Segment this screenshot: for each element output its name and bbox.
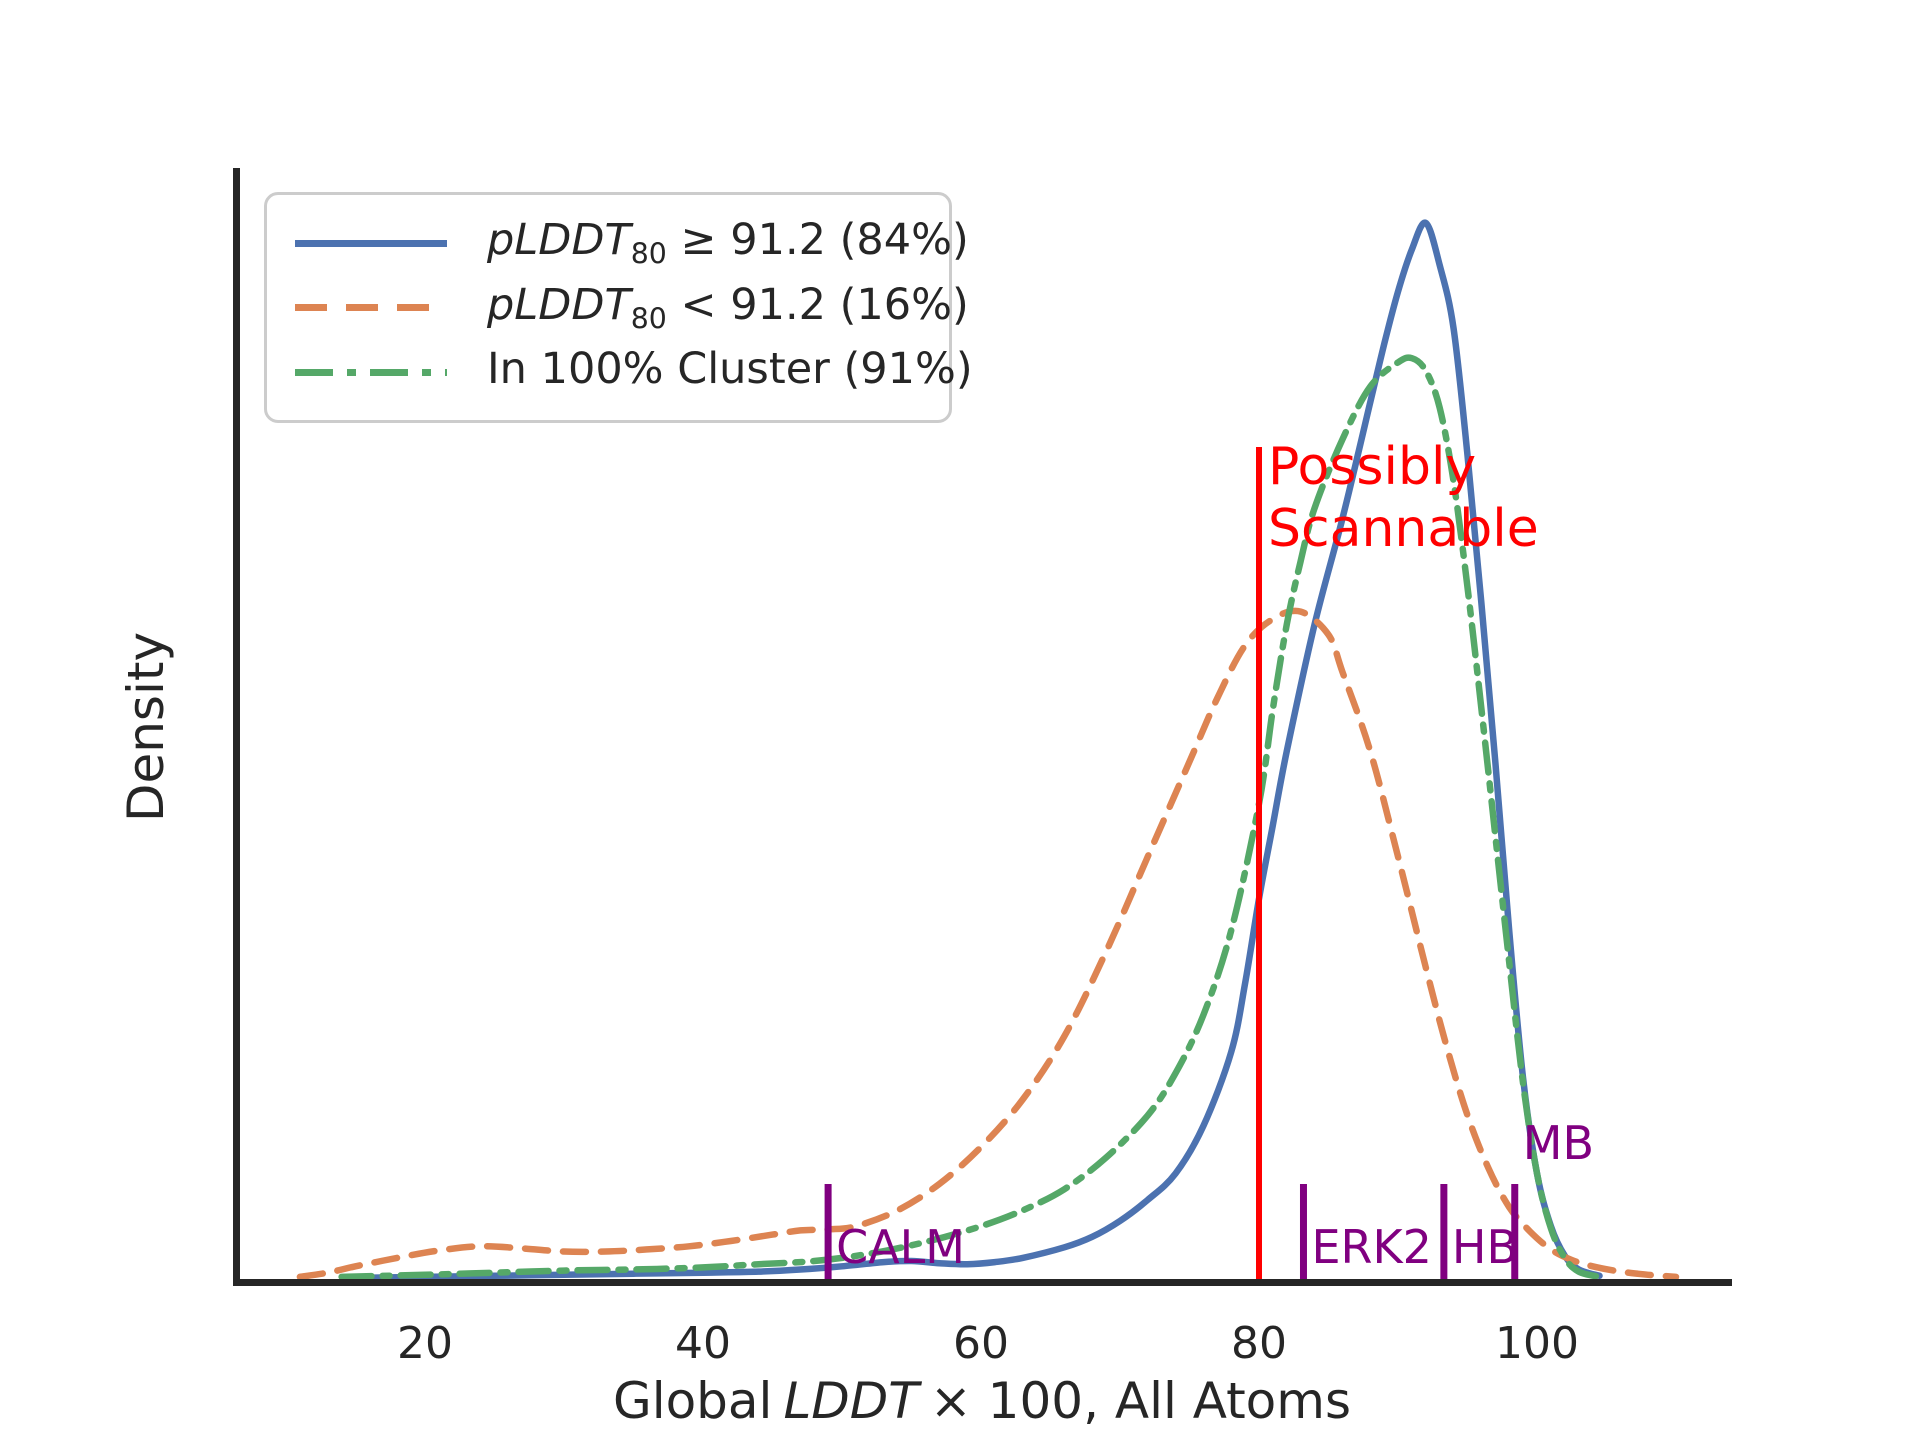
legend-label-text: < 91.2 (16%) bbox=[666, 279, 969, 330]
legend-label-text: ≥ 91.2 (84%) bbox=[666, 215, 969, 266]
legend-label-italic: pLDDT bbox=[487, 279, 631, 330]
reference-marker-label-calm: CALM bbox=[836, 1220, 965, 1274]
legend-item-plddt_high: pLDDT80 ≥ 91.2 (84%) bbox=[295, 215, 969, 271]
legend-line-sample-dashed bbox=[295, 304, 447, 311]
legend-line-sample-solid bbox=[295, 239, 447, 247]
x-axis-label-suffix: × 100, All Atoms bbox=[929, 1372, 1352, 1430]
threshold-annotation: Possibly Scannable bbox=[1268, 436, 1539, 560]
x-axis-label-prefix: Global bbox=[612, 1372, 773, 1430]
x-tick-label-40: 40 bbox=[675, 1318, 731, 1369]
reference-marker-label-mb: MB bbox=[1522, 1116, 1594, 1170]
legend-line-sample-dashdot bbox=[295, 368, 447, 376]
density-curve-in_cluster bbox=[338, 354, 1603, 1281]
x-tick-label-100: 100 bbox=[1495, 1318, 1579, 1369]
y-axis-spine bbox=[233, 168, 240, 1286]
threshold-label-line2: Scannable bbox=[1268, 499, 1539, 559]
reference-marker-label-hb: HB bbox=[1451, 1220, 1519, 1274]
legend-item-plddt_low: pLDDT80 < 91.2 (16%) bbox=[295, 280, 969, 336]
x-tick-label-80: 80 bbox=[1231, 1318, 1287, 1369]
x-axis-label: Global LDDT × 100, All Atoms bbox=[582, 1372, 1382, 1430]
legend-label-italic: pLDDT bbox=[487, 215, 631, 266]
legend-item-label: pLDDT80 ≥ 91.2 (84%) bbox=[487, 215, 969, 271]
x-tick-label-60: 60 bbox=[953, 1318, 1009, 1369]
legend-label-text: In 100% Cluster (91%) bbox=[487, 344, 973, 395]
x-axis-label-italic: LDDT bbox=[783, 1372, 919, 1430]
x-tick-label-20: 20 bbox=[397, 1318, 453, 1369]
density-curve-plddt_low bbox=[296, 607, 1680, 1281]
legend-item-label: pLDDT80 < 91.2 (16%) bbox=[487, 280, 969, 336]
legend-item-label: In 100% Cluster (91%) bbox=[487, 344, 973, 400]
x-axis-spine bbox=[233, 1279, 1732, 1286]
legend: pLDDT80 ≥ 91.2 (84%) pLDDT80 < 91.2 (16%)… bbox=[264, 192, 973, 423]
y-axis-label: Density bbox=[117, 631, 175, 823]
threshold-label-line1: Possibly bbox=[1268, 437, 1477, 497]
legend-label-subscript: 80 bbox=[630, 237, 667, 271]
legend-label-subscript: 80 bbox=[630, 302, 667, 336]
reference-marker-label-erk2: ERK2 bbox=[1311, 1220, 1432, 1274]
legend-item-in_cluster: In 100% Cluster (91%) bbox=[295, 344, 973, 400]
